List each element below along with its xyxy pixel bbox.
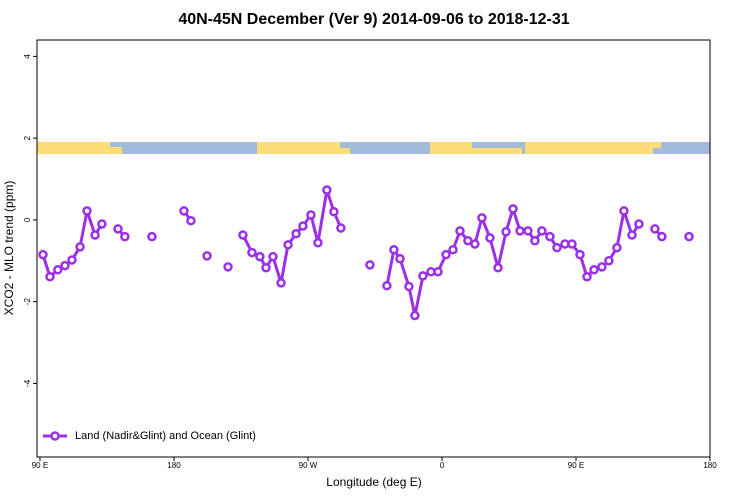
point (298, 221, 308, 231)
chart-title: 40N-45N December (Ver 9) 2014-09-06 to 2… (178, 11, 569, 28)
point (582, 271, 592, 282)
point (604, 256, 614, 266)
x-tick-label: 180 (167, 461, 181, 470)
point (82, 206, 92, 216)
point (268, 251, 278, 262)
y-axis-title: XCO2 - MLO trend (ppm) (2, 181, 16, 316)
point (485, 233, 495, 243)
x-axis-title: Longitude (deg E) (326, 475, 421, 489)
point (179, 206, 189, 216)
point (60, 260, 70, 271)
point (120, 231, 130, 242)
point (38, 249, 48, 260)
point (589, 265, 599, 275)
point (552, 242, 562, 253)
point (261, 262, 271, 273)
point (634, 219, 644, 229)
legend-label: Land (Nadir&Glint) and Ocean (Glint) (75, 430, 256, 442)
y-tick-label: 2 (23, 135, 32, 140)
point (463, 235, 473, 246)
point (612, 242, 622, 253)
point (53, 265, 63, 275)
series-line (43, 190, 689, 316)
point (329, 206, 339, 217)
point (186, 215, 196, 226)
point (202, 251, 212, 261)
point (619, 206, 629, 216)
x-tick-label: 90 W (299, 461, 318, 470)
point (67, 255, 77, 265)
point (223, 262, 233, 272)
point (113, 224, 123, 234)
point (365, 260, 375, 270)
point (597, 262, 607, 272)
point (75, 242, 85, 252)
point (283, 240, 293, 250)
point (508, 204, 518, 214)
point (322, 185, 332, 195)
y-tick-label: -4 (23, 379, 32, 387)
point (515, 226, 525, 236)
point (684, 231, 694, 242)
point (291, 229, 301, 239)
point (336, 223, 346, 233)
y-tick-label: -2 (23, 298, 32, 306)
point (238, 230, 248, 240)
point (404, 281, 414, 292)
surface-strip (37, 142, 710, 154)
point (455, 226, 465, 236)
point (523, 226, 533, 236)
point (276, 278, 286, 288)
point (306, 210, 316, 220)
point (433, 267, 443, 277)
point (395, 253, 405, 264)
point (382, 280, 392, 291)
point (650, 224, 660, 234)
point (501, 226, 511, 237)
y-tick-label: 4 (23, 54, 32, 59)
plot-frame (36, 39, 711, 458)
point (441, 249, 451, 260)
point (418, 271, 428, 281)
point (45, 271, 55, 282)
point (255, 251, 265, 262)
point (545, 231, 555, 242)
point (530, 235, 540, 246)
point (247, 247, 257, 258)
point (537, 226, 547, 236)
point (477, 213, 487, 223)
point (389, 244, 399, 255)
point (448, 244, 458, 255)
x-tick-label: 90 E (568, 461, 584, 470)
point (97, 219, 107, 229)
point (410, 310, 420, 321)
point (627, 230, 637, 240)
point (313, 238, 323, 248)
x-tick-label: 0 (440, 461, 445, 470)
point (657, 231, 667, 242)
point (147, 231, 157, 242)
point (493, 262, 503, 273)
point (575, 249, 585, 260)
y-tick-label: 0 (23, 217, 32, 222)
point (90, 230, 100, 240)
point (567, 239, 577, 249)
x-tick-label: 90 E (32, 461, 48, 470)
point (470, 239, 480, 249)
x-tick-label: 180 (703, 461, 717, 470)
legend-marker (50, 431, 60, 441)
